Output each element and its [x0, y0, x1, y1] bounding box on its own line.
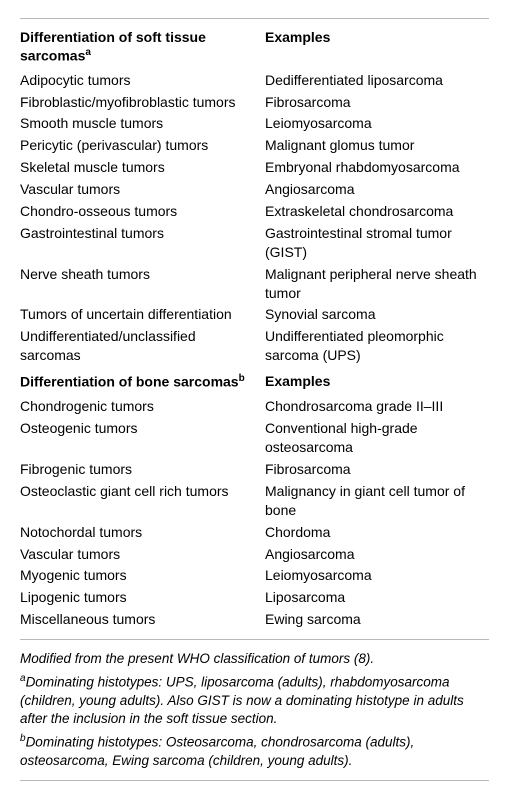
cell-left: Smooth muscle tumors — [20, 114, 265, 133]
cell-left: Pericytic (perivascular) tumors — [20, 136, 265, 155]
bone-header-left-text: Differentiation of bone sarcomas — [20, 374, 239, 390]
cell-left: Osteoclastic giant cell rich tumors — [20, 482, 265, 520]
bone-header-row: Differentiation of bone sarcomasb Exampl… — [20, 373, 489, 391]
table-row: Osteoclastic giant cell rich tumorsMalig… — [20, 482, 489, 520]
soft-tissue-header-sup: a — [85, 47, 91, 58]
cell-right: Fibrosarcoma — [265, 93, 489, 112]
table-row: Tumors of uncertain differentiationSynov… — [20, 305, 489, 324]
table-row: Chondro-osseous tumorsExtraskeletal chon… — [20, 202, 489, 221]
cell-right: Gastrointestinal stromal tumor (GIST) — [265, 224, 489, 262]
table-row: Lipogenic tumorsLiposarcoma — [20, 588, 489, 607]
footnote-b: bDominating histotypes: Osteosarcoma, ch… — [20, 732, 489, 770]
table-row: Notochordal tumorsChordoma — [20, 523, 489, 542]
cell-left: Skeletal muscle tumors — [20, 158, 265, 177]
soft-tissue-header-left: Differentiation of soft tissue sarcomasa — [20, 29, 265, 65]
cell-left: Adipocytic tumors — [20, 71, 265, 90]
cell-right: Malignant peripheral nerve sheath tumor — [265, 265, 489, 303]
cell-right: Malignancy in giant cell tumor of bone — [265, 482, 489, 520]
footnote-a-text: Dominating histotypes: UPS, liposarcoma … — [20, 675, 464, 726]
table-row: Fibrogenic tumorsFibrosarcoma — [20, 460, 489, 479]
cell-right: Malignant glomus tumor — [265, 136, 489, 155]
cell-right: Synovial sarcoma — [265, 305, 489, 324]
top-rule — [20, 18, 489, 19]
soft-tissue-header-left-text: Differentiation of soft tissue sarcomas — [20, 29, 206, 63]
table-row: Adipocytic tumorsDedifferentiated liposa… — [20, 71, 489, 90]
cell-right: Leiomyosarcoma — [265, 114, 489, 133]
cell-right: Conventional high-grade osteosarcoma — [265, 419, 489, 457]
table-row: Gastrointestinal tumorsGastrointestinal … — [20, 224, 489, 262]
cell-left: Osteogenic tumors — [20, 419, 265, 457]
cell-left: Myogenic tumors — [20, 566, 265, 585]
cell-left: Vascular tumors — [20, 545, 265, 564]
cell-right: Fibrosarcoma — [265, 460, 489, 479]
cell-right: Angiosarcoma — [265, 180, 489, 199]
cell-left: Chondro-osseous tumors — [20, 202, 265, 221]
cell-left: Gastrointestinal tumors — [20, 224, 265, 262]
cell-right: Leiomyosarcoma — [265, 566, 489, 585]
cell-left: Chondrogenic tumors — [20, 397, 265, 416]
bone-header-sup: b — [239, 373, 245, 384]
table-row: Osteogenic tumorsConventional high-grade… — [20, 419, 489, 457]
cell-right: Dedifferentiated liposarcoma — [265, 71, 489, 90]
cell-right: Liposarcoma — [265, 588, 489, 607]
cell-left: Fibroblastic/myofibroblastic tumors — [20, 93, 265, 112]
cell-left: Tumors of uncertain differentiation — [20, 305, 265, 324]
table-row: Nerve sheath tumorsMalignant peripheral … — [20, 265, 489, 303]
cell-left: Fibrogenic tumors — [20, 460, 265, 479]
table-row: Skeletal muscle tumorsEmbryonal rhabdomy… — [20, 158, 489, 177]
table-row: Pericytic (perivascular) tumorsMalignant… — [20, 136, 489, 155]
bone-header-left: Differentiation of bone sarcomasb — [20, 373, 265, 391]
soft-tissue-header-right: Examples — [265, 29, 489, 65]
table-row: Smooth muscle tumorsLeiomyosarcoma — [20, 114, 489, 133]
table-row: Fibroblastic/myofibroblastic tumorsFibro… — [20, 93, 489, 112]
bone-header-right: Examples — [265, 373, 489, 391]
cell-left: Notochordal tumors — [20, 523, 265, 542]
cell-left: Nerve sheath tumors — [20, 265, 265, 303]
table-row: Vascular tumorsAngiosarcoma — [20, 180, 489, 199]
cell-left: Undifferentiated/unclassified sarcomas — [20, 327, 265, 365]
soft-tissue-header-right-text: Examples — [265, 29, 330, 45]
bottom-rule — [20, 639, 489, 640]
end-rule — [20, 780, 489, 781]
cell-right: Chordoma — [265, 523, 489, 542]
cell-left: Miscellaneous tumors — [20, 610, 265, 629]
cell-right: Angiosarcoma — [265, 545, 489, 564]
soft-tissue-header-row: Differentiation of soft tissue sarcomasa… — [20, 29, 489, 65]
cell-right: Undifferentiated pleomorphic sarcoma (UP… — [265, 327, 489, 365]
table-row: Undifferentiated/unclassified sarcomasUn… — [20, 327, 489, 365]
cell-right: Chondrosarcoma grade II–III — [265, 397, 489, 416]
cell-right: Ewing sarcoma — [265, 610, 489, 629]
table-row: Chondrogenic tumorsChondrosarcoma grade … — [20, 397, 489, 416]
bone-header-right-text: Examples — [265, 373, 330, 389]
footnote-b-text: Dominating histotypes: Osteosarcoma, cho… — [20, 735, 414, 768]
footnote-a: aDominating histotypes: UPS, liposarcoma… — [20, 672, 489, 728]
table-row: Myogenic tumorsLeiomyosarcoma — [20, 566, 489, 585]
cell-left: Vascular tumors — [20, 180, 265, 199]
bone-section: Differentiation of bone sarcomasb Exampl… — [20, 373, 489, 629]
cell-right: Embryonal rhabdomyosarcoma — [265, 158, 489, 177]
cell-left: Lipogenic tumors — [20, 588, 265, 607]
cell-right: Extraskeletal chondrosarcoma — [265, 202, 489, 221]
table-row: Vascular tumorsAngiosarcoma — [20, 545, 489, 564]
table-row: Miscellaneous tumorsEwing sarcoma — [20, 610, 489, 629]
soft-tissue-section: Differentiation of soft tissue sarcomasa… — [20, 29, 489, 365]
footnote-source: Modified from the present WHO classifica… — [20, 650, 489, 668]
